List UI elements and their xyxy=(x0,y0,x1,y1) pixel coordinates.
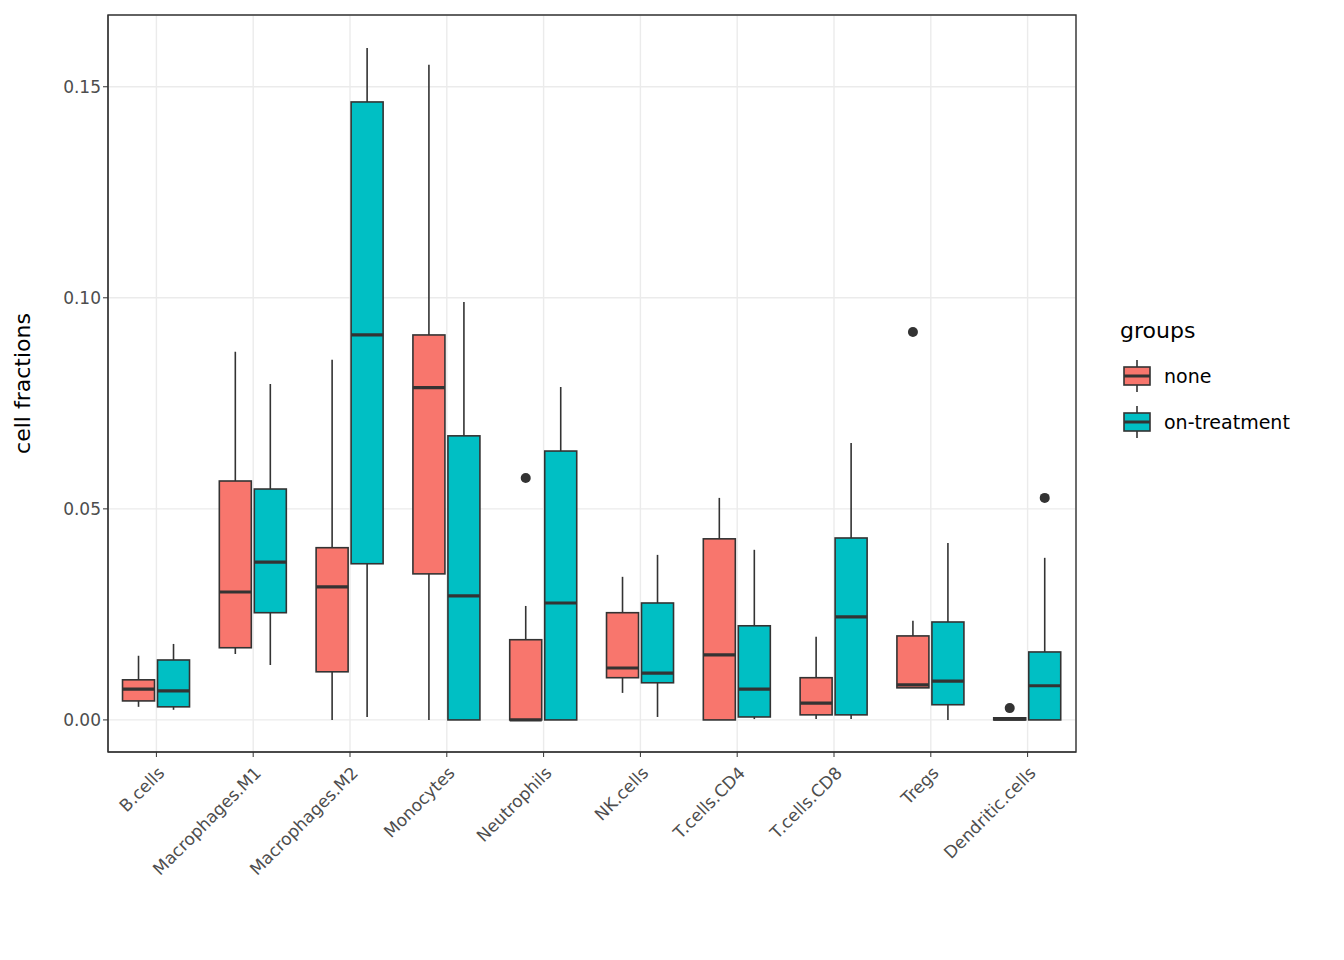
svg-text:T.cells.CD8: T.cells.CD8 xyxy=(765,763,846,844)
svg-text:Monocytes: Monocytes xyxy=(380,763,459,842)
svg-text:0.05: 0.05 xyxy=(63,499,101,519)
svg-text:Tregs: Tregs xyxy=(896,763,942,809)
svg-text:Neutrophils: Neutrophils xyxy=(472,763,555,846)
svg-text:0.00: 0.00 xyxy=(63,710,101,730)
svg-text:0.15: 0.15 xyxy=(63,77,101,97)
html-text:on-treatment: on-treatment xyxy=(1164,411,1290,433)
svg-text:Macrophages.M1: Macrophages.M1 xyxy=(148,762,266,879)
svg-text:Macrophages.M2: Macrophages.M2 xyxy=(246,763,362,879)
html-text:groups: groups xyxy=(1120,318,1196,343)
svg-text:0.10: 0.10 xyxy=(63,288,101,308)
svg-text:T.cells.CD4: T.cells.CD4 xyxy=(668,763,749,844)
html-text:none: none xyxy=(1164,365,1212,387)
svg-text:cell fractions: cell fractions xyxy=(10,313,35,454)
svg-text:Dendritic.cells: Dendritic.cells xyxy=(940,763,1040,863)
svg-text:B.cells: B.cells xyxy=(115,763,168,816)
svg-text:NK.cells: NK.cells xyxy=(590,763,652,825)
